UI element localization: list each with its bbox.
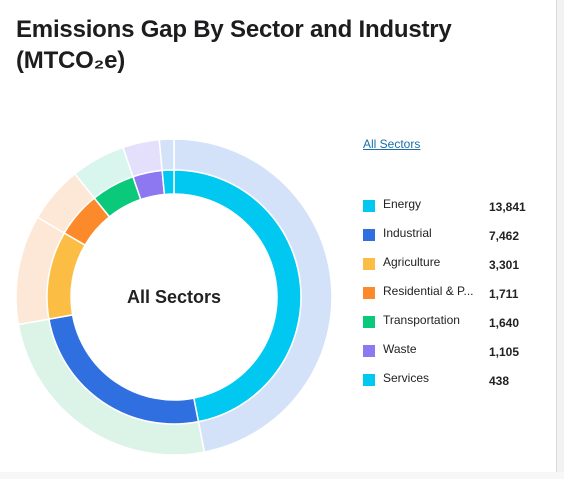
legend-item-residential-p[interactable]: Residential & P... 1,711 [363,283,543,312]
legend-value: 3,301 [489,258,520,272]
legend-swatch [363,374,375,386]
legend-label: Agriculture [383,255,441,269]
all-sectors-link[interactable]: All Sectors [363,137,421,151]
center-label: All Sectors [127,287,221,307]
bottom-divider [0,472,564,479]
legend-swatch [363,287,375,299]
legend-item-services[interactable]: Services 438 [363,370,543,399]
legend-label: Industrial [383,226,432,240]
legend-value: 1,640 [489,316,520,330]
chart-title: Emissions Gap By Sector and Industry (MT… [16,16,452,74]
scrollbar-track[interactable] [556,0,564,479]
legend-item-waste[interactable]: Waste 1,105 [363,341,543,370]
legend-swatch [363,200,375,212]
legend-swatch [363,345,375,357]
legend-value: 1,711 [489,287,519,301]
legend-value: 1,105 [489,345,520,359]
legend-swatch [363,229,375,241]
legend-value: 13,841 [489,200,526,214]
outer-slice-services[interactable] [158,138,175,172]
slice-services[interactable] [161,169,175,196]
legend-item-transportation[interactable]: Transportation 1,640 [363,312,543,341]
donut-hole [89,212,259,382]
legend-label: Residential & P... [383,284,474,298]
sunburst-chart: All Sectors [15,138,333,456]
legend-swatch [363,316,375,328]
legend-value: 438 [489,374,510,388]
legend-swatch [363,258,375,270]
inner-ring [46,169,302,425]
legend-value: 7,462 [489,229,520,243]
legend-item-energy[interactable]: Energy 13,841 [363,196,543,225]
legend-item-agriculture[interactable]: Agriculture 3,301 [363,254,543,283]
legend-label: Transportation [383,313,460,327]
legend: Energy 13,841 Industrial 7,462 Agriculture 3,… [363,196,543,399]
legend-label: Services [383,371,430,385]
legend-label: Energy [383,197,422,211]
legend-item-industrial[interactable]: Industrial 7,462 [363,225,543,254]
legend-label: Waste [383,342,417,356]
